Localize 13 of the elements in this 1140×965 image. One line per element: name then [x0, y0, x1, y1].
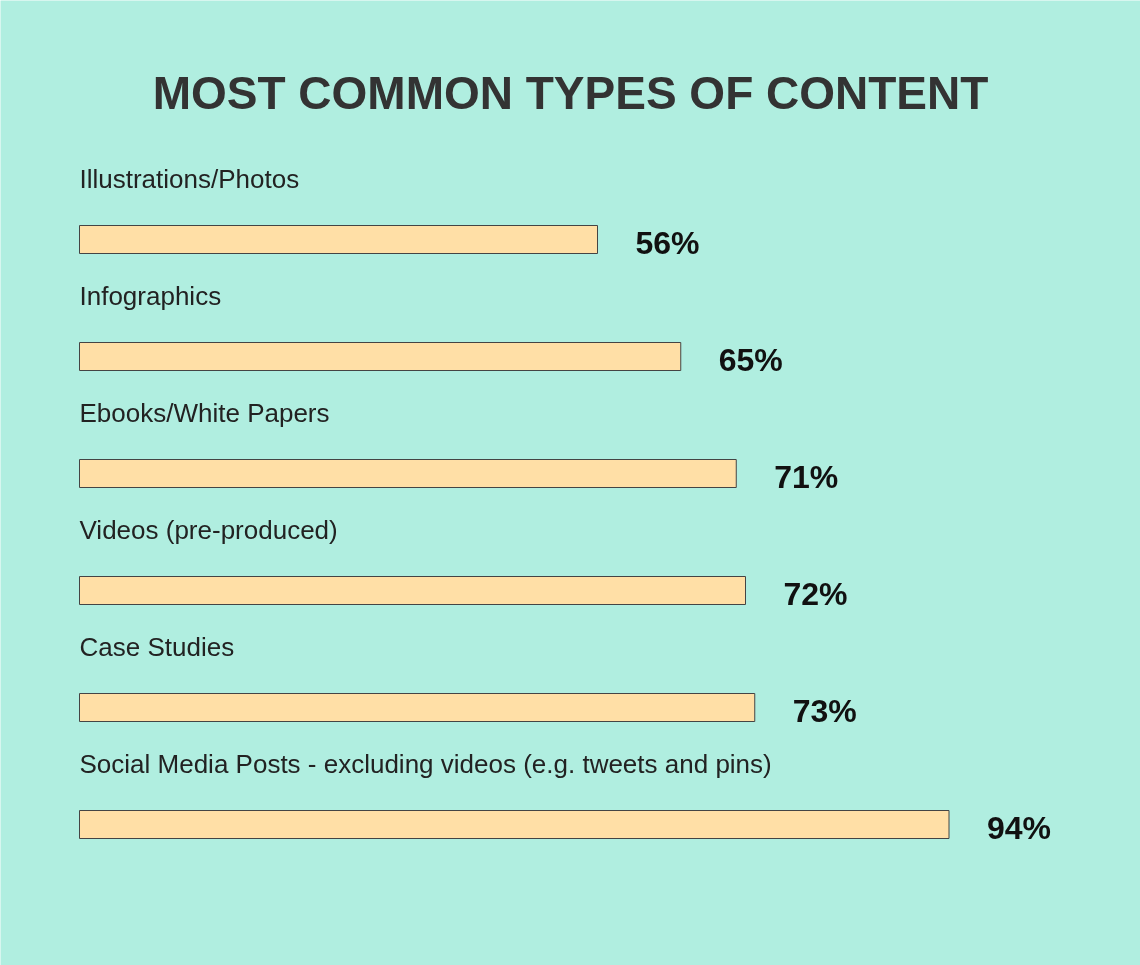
y-tick-label: Videos (pre-produced) — [79, 514, 338, 545]
y-tick-label: Ebooks/White Papers — [79, 397, 330, 428]
data-label: 73% — [792, 692, 857, 729]
y-tick-label: Infographics — [79, 280, 222, 311]
data-label: 94% — [987, 809, 1052, 846]
y-tick-label: Illustrations/Photos — [79, 163, 300, 194]
y-tick-label: Social Media Posts - excluding videos (e.g. tweets and pins) — [79, 748, 772, 779]
data-label: 71% — [774, 458, 839, 495]
data-label: 56% — [635, 224, 700, 261]
y-tick-label: Case Studies — [79, 631, 235, 662]
data-label: 72% — [783, 575, 848, 612]
data-label: 65% — [718, 341, 783, 378]
chart-title: MOST COMMON TYPES OF CONTENT — [152, 66, 989, 119]
